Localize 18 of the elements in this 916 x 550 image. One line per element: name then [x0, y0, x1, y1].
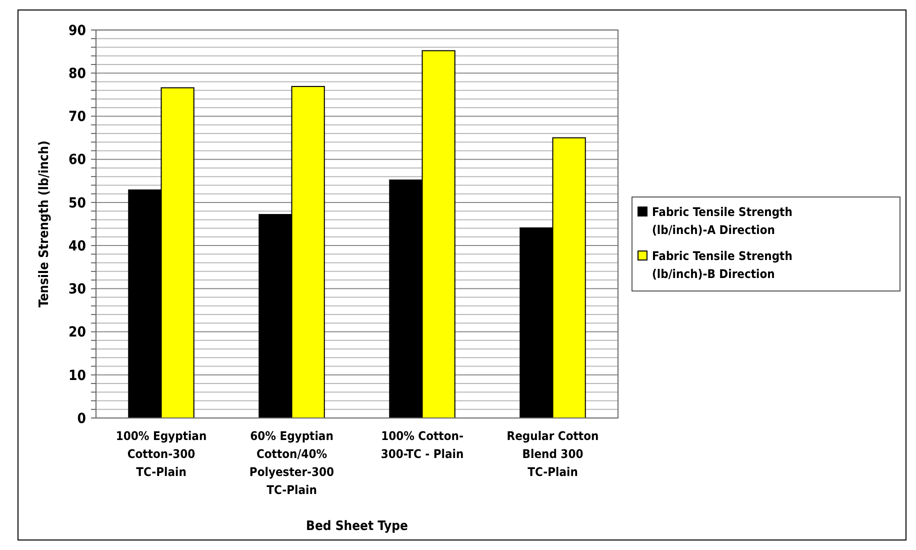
y-tick-label: 40 [68, 238, 86, 254]
y-tick-label: 80 [68, 66, 86, 82]
y-tick-label: 0 [77, 410, 86, 427]
y-tick-label: 20 [68, 324, 86, 341]
y-tick-label: 50 [68, 195, 86, 212]
x-tick-label: 60% Egyptian Cotton/40% Polyester-300 TC-Plain [249, 429, 334, 497]
legend-label: Fabric Tensile Strength (lb/inch)-A Direction [652, 205, 792, 237]
y-tick-label: 90 [68, 22, 86, 39]
y-tick-label: 10 [68, 368, 86, 384]
y-tick-label: 60 [68, 152, 86, 168]
x-tick-label: Regular Cotton Blend 300 TC-Plain [506, 429, 599, 479]
y-tick-label: 70 [68, 109, 86, 126]
y-tick-label: 30 [68, 282, 86, 298]
legend-label: Fabric Tensile Strength (lb/inch)-B Direction [652, 249, 792, 281]
y-axis-title: Tensile Strength (lb/inch) [37, 140, 52, 308]
x-tick-label: 100% Egyptian Cotton-300 TC-Plain [116, 429, 207, 479]
x-axis-title: Bed Sheet Type [306, 519, 408, 534]
x-tick-label: 100% Cotton- 300-TC - Plain [380, 429, 464, 461]
